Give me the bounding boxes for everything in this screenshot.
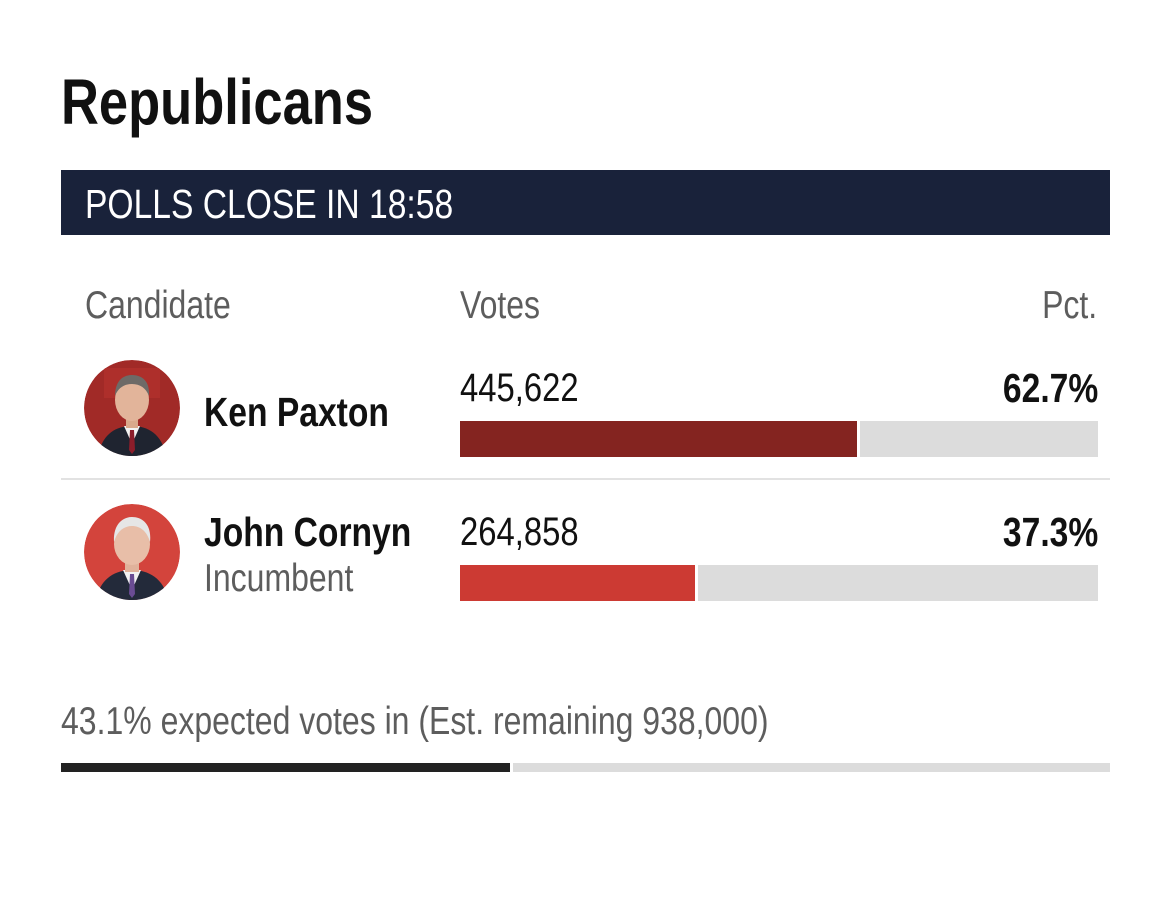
candidate-name: Ken Paxton: [204, 390, 430, 434]
vote-count: 445,622: [460, 366, 605, 410]
expected-votes-progress-track: [61, 763, 1110, 772]
expected-votes-label: 43.1% expected votes in (Est. remaining …: [61, 700, 769, 743]
column-header-candidate: Candidate: [85, 284, 263, 328]
party-title-text: Republicans: [61, 66, 374, 138]
polls-close-text: POLLS CLOSE IN 18:58: [85, 181, 454, 227]
vote-percentage: 62.7%: [982, 366, 1098, 410]
vote-percentage-label: 37.3%: [1002, 509, 1098, 555]
expected-votes-progress-bar: [61, 763, 514, 772]
column-header-pct-label: Pct.: [1041, 284, 1097, 327]
row-divider: [61, 478, 1110, 480]
vote-percentage-label: 62.7%: [1002, 365, 1098, 411]
candidate-name-label: John Cornyn: [204, 509, 412, 555]
incumbent-label-text: Incumbent: [204, 557, 354, 600]
column-header-votes: Votes: [460, 284, 558, 328]
vote-share-bar-track: [460, 565, 1098, 601]
polls-close-banner: POLLS CLOSE IN 18:58: [61, 170, 1110, 235]
candidate-row-john-cornyn: John Cornyn Incumbent 264,858 37.3%: [61, 500, 1110, 610]
candidate-row-ken-paxton: Ken Paxton 445,622 62.7%: [61, 356, 1110, 466]
party-title: Republicans: [61, 70, 442, 134]
vote-percentage: 37.3%: [982, 510, 1098, 554]
column-header-candidate-label: Candidate: [85, 284, 231, 327]
expected-votes-text: 43.1% expected votes in (Est. remaining …: [61, 700, 924, 744]
vote-share-bar: [460, 565, 698, 601]
vote-count-label: 264,858: [460, 510, 579, 554]
incumbent-label: Incumbent: [204, 557, 386, 601]
vote-count: 264,858: [460, 510, 605, 554]
column-header-votes-label: Votes: [460, 284, 541, 327]
column-header-pct: Pct.: [1030, 284, 1097, 328]
candidate-name: John Cornyn: [204, 510, 457, 554]
vote-share-bar: [460, 421, 861, 457]
candidate-photo-icon: [84, 504, 180, 600]
candidate-photo-icon: [84, 360, 180, 456]
vote-count-label: 445,622: [460, 366, 579, 410]
vote-share-bar-track: [460, 421, 1098, 457]
candidate-name-label: Ken Paxton: [204, 389, 389, 435]
